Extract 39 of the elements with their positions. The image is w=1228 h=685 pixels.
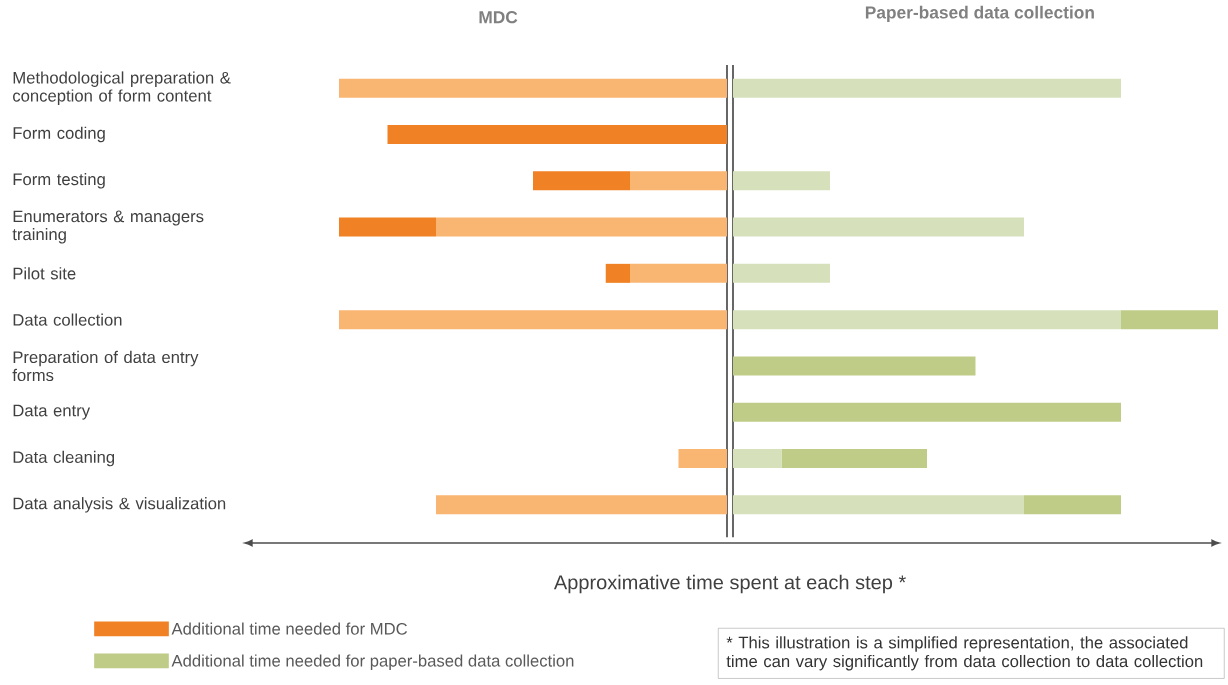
bar [533, 171, 630, 191]
y-tick-label: Enumerators & managers training [12, 210, 204, 244]
bar [733, 78, 1121, 98]
bar [733, 310, 1121, 330]
text: * This illustration is a simplified representation, the associated time can vary significantly from data collection to data collection [726, 636, 1203, 671]
bar [733, 495, 1024, 515]
bar [436, 217, 727, 237]
y-tick-label: Pilot site [13, 267, 76, 280]
bar [733, 263, 830, 283]
bar [436, 495, 727, 515]
bar [605, 263, 630, 283]
y-tick-label: Preparation of data entry forms [12, 350, 199, 382]
chart-title: Paper-based data collection [865, 5, 1094, 23]
bar [339, 217, 436, 237]
y-tick-label: Data analysis & visualization [13, 497, 226, 513]
bar [733, 171, 830, 191]
y-tick-label: Data entry [13, 404, 91, 420]
legend-label: Additional time needed for paper-based data collection [171, 654, 574, 670]
y-tick-label: Data cleaning [13, 450, 115, 467]
bar [339, 310, 727, 330]
bar [387, 124, 727, 144]
bar [781, 449, 927, 469]
bar [1120, 310, 1218, 330]
y-tick-label: Data collection [13, 313, 122, 326]
chart-title: MDC [479, 11, 518, 24]
y-tick-label: Methodological preparation & conception of form content [13, 71, 231, 105]
bar [733, 402, 1121, 422]
bar [733, 356, 976, 376]
x-axis-title: Approximative time spent at each step * [553, 574, 906, 594]
bar [630, 263, 727, 283]
bar [1023, 495, 1121, 515]
bar [339, 78, 727, 98]
y-tick-label: Form coding [13, 126, 105, 143]
bar [630, 171, 727, 191]
bar [733, 217, 1024, 237]
bar [733, 449, 782, 469]
y-tick-label: Form testing [13, 172, 105, 189]
legend-label: Additional time needed for MDC [171, 622, 408, 635]
bar [678, 449, 727, 469]
